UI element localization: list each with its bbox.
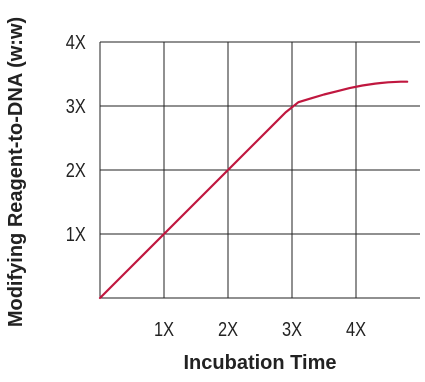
x-tick-label: 2X <box>218 317 238 340</box>
x-tick-label: 3X <box>282 317 302 340</box>
y-tick-label: 3X <box>66 94 86 117</box>
x-tick-label: 1X <box>154 317 174 340</box>
tick-labels: 1X 2X 3X 4X 1X 2X 3X 4X <box>66 30 366 340</box>
grid <box>99 41 420 299</box>
x-tick-label: 4X <box>346 317 366 340</box>
series-layer <box>98 80 409 300</box>
y-axis-title: Modifying Reagent-to-DNA (w:w) <box>5 17 27 327</box>
y-tick-label: 1X <box>66 222 86 245</box>
y-tick-label: 2X <box>66 158 86 181</box>
series-line <box>98 80 409 300</box>
y-tick-label: 4X <box>66 30 86 53</box>
x-axis-title: Incubation Time <box>184 352 337 374</box>
